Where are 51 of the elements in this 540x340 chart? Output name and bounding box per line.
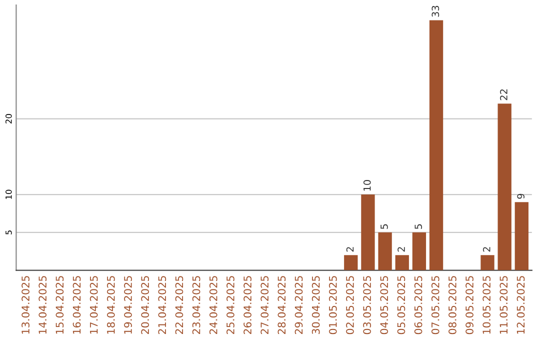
- bar: [344, 255, 358, 270]
- x-tick-label: 18.04.2025: [106, 276, 115, 334]
- bar: [480, 255, 494, 270]
- x-tick-label: 29.04.2025: [294, 276, 303, 334]
- bar: [395, 255, 409, 270]
- x-tick-label: 19.04.2025: [124, 276, 132, 334]
- data-label: 5: [414, 224, 422, 229]
- bar: [429, 20, 444, 270]
- y-tick-label: 10: [6, 190, 12, 199]
- data-label: 2: [482, 247, 490, 252]
- data-label: 33: [432, 6, 440, 17]
- bar: [514, 202, 528, 270]
- x-tick-label: 01.05.2025: [328, 276, 337, 334]
- x-tick-label: 26.04.2025: [244, 276, 252, 334]
- x-tick-label: 25.04.2025: [226, 276, 234, 334]
- x-tick-label: 09.05.2025: [466, 276, 474, 334]
- bar: [498, 104, 512, 270]
- y-tick-label: 5: [6, 230, 12, 234]
- x-tick-label: 13.04.2025: [22, 276, 30, 334]
- x-tick-label: 14.04.2025: [38, 276, 47, 334]
- data-label: 22: [500, 89, 508, 100]
- x-tick-label: 02.05.2025: [346, 276, 354, 334]
- y-tick-label: 20: [6, 114, 12, 124]
- x-tick-label: 17.04.2025: [90, 276, 98, 334]
- x-tick-label: 12.05.2025: [516, 276, 525, 334]
- x-tick-label: 21.04.2025: [158, 276, 166, 334]
- x-tick-label: 03.05.2025: [363, 276, 371, 334]
- x-tick-label: 16.04.2025: [72, 276, 81, 334]
- bar: [361, 194, 375, 270]
- x-tick-label: 05.05.2025: [397, 276, 406, 334]
- x-tick-label: 24.04.2025: [209, 276, 218, 334]
- x-tick-label: 28.04.2025: [278, 276, 286, 334]
- x-tick-label: 11.05.2025: [500, 276, 508, 334]
- bar: [378, 232, 392, 270]
- bar: [412, 232, 426, 270]
- x-tick-label: 23.04.2025: [192, 276, 200, 334]
- data-label: 2: [398, 247, 405, 252]
- data-label: 2: [346, 247, 354, 252]
- x-tick-label: 15.04.2025: [56, 276, 64, 334]
- x-tick-label: 22.04.2025: [175, 276, 184, 334]
- x-tick-label: 07.05.2025: [431, 276, 440, 334]
- data-label: 5: [380, 224, 388, 229]
- x-tick-label: 20.04.2025: [141, 276, 149, 334]
- x-tick-label: 30.04.2025: [312, 276, 320, 334]
- x-tick-label: 04.05.2025: [380, 276, 388, 334]
- data-label: 9: [517, 194, 524, 199]
- data-label: 10: [363, 180, 371, 191]
- x-tick-label: 10.05.2025: [482, 276, 491, 334]
- x-tick-label: 08.05.2025: [448, 276, 456, 334]
- x-tick-label: 27.04.2025: [260, 276, 269, 334]
- x-tick-label: 06.05.2025: [414, 276, 422, 334]
